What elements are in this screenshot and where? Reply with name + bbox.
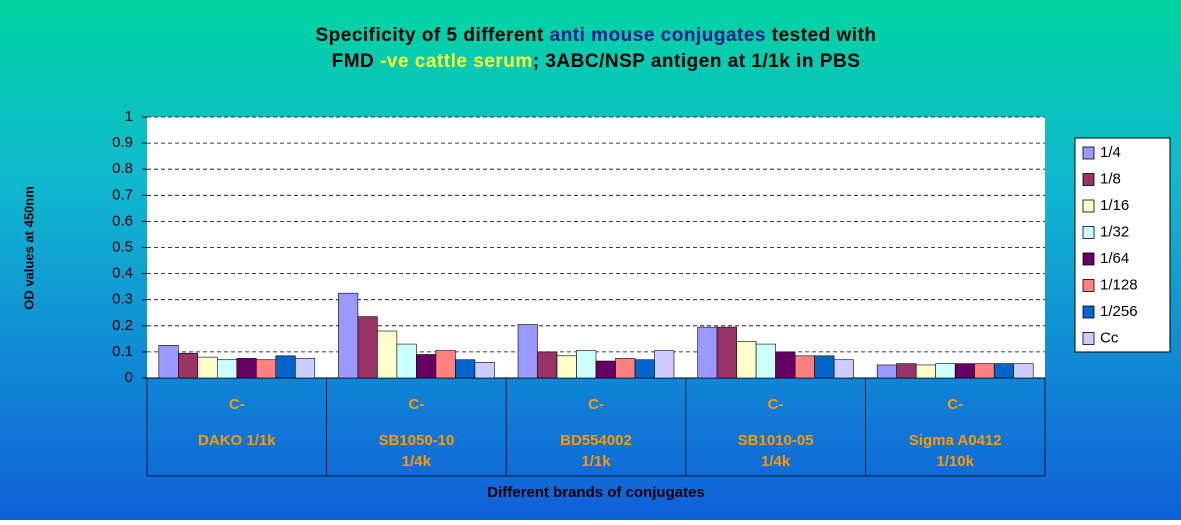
- bar: [197, 356, 218, 379]
- legend-label: Cc: [1100, 329, 1119, 346]
- bar: [775, 351, 796, 379]
- y-tick-label: 0.9: [112, 134, 133, 151]
- bar: [896, 363, 917, 379]
- legend-label: 1/16: [1100, 197, 1129, 214]
- y-tick-label: 0.2: [112, 317, 133, 334]
- bar: [275, 355, 296, 379]
- bar: [716, 326, 737, 379]
- bar: [255, 359, 277, 379]
- bar: [1013, 363, 1034, 379]
- bar: [416, 354, 437, 379]
- legend-label: 1/8: [1100, 170, 1121, 187]
- bar: [615, 358, 636, 379]
- title-part: tested with: [766, 25, 877, 46]
- x-tick-label: 1/4k: [761, 453, 791, 470]
- legend-label: 1/32: [1100, 223, 1129, 240]
- y-tick-label: 0.3: [112, 291, 133, 308]
- y-tick-label: 1: [125, 108, 133, 125]
- bar: [755, 343, 776, 379]
- bar: [876, 364, 898, 379]
- title-part: anti mouse conjugates: [550, 25, 766, 46]
- x-tick-label: 1/1k: [581, 453, 611, 470]
- bar: [814, 355, 835, 379]
- legend-swatch: [1082, 332, 1095, 345]
- x-tick-label: C-: [768, 396, 784, 413]
- bar: [537, 351, 558, 379]
- legend-swatch: [1082, 173, 1095, 186]
- y-tick-label: 0.7: [112, 186, 133, 203]
- x-tick-label: BD554002: [560, 432, 632, 449]
- y-tick-label: 0: [125, 369, 133, 386]
- legend-swatch: [1082, 252, 1095, 266]
- legend-label: 1/64: [1100, 250, 1129, 267]
- bar: [736, 341, 757, 379]
- bar: [158, 345, 179, 379]
- legend-swatch: [1082, 199, 1095, 213]
- title-part: Specificity of 5 different: [315, 25, 549, 46]
- x-tick-label: C-: [229, 396, 245, 413]
- y-tick-label: 0.8: [112, 160, 133, 177]
- bar: [697, 326, 718, 379]
- x-tick-label: C-: [408, 396, 424, 413]
- legend-label: 1/128: [1100, 276, 1138, 293]
- bar: [556, 355, 577, 379]
- y-tick-label: 0.1: [112, 343, 133, 360]
- bar: [794, 355, 815, 379]
- bar: [915, 364, 937, 379]
- bar: [634, 359, 655, 379]
- x-tick-label: DAKO 1/1k: [198, 432, 276, 449]
- bar: [954, 363, 976, 379]
- x-axis-label: Different brands of conjugates: [487, 484, 705, 501]
- x-tick-label: C-: [947, 396, 963, 413]
- legend-swatch: [1082, 279, 1095, 292]
- title-part: -ve cattle serum: [380, 51, 533, 72]
- x-tick-label: 1/4k: [402, 453, 432, 470]
- bar: [178, 352, 199, 379]
- bar: [474, 362, 495, 379]
- legend-swatch: [1082, 146, 1095, 160]
- legend-swatch: [1082, 305, 1095, 319]
- chart-title: FMD -ve cattle serum; 3ABC/NSP antigen a…: [332, 51, 861, 72]
- bar: [377, 330, 398, 379]
- y-tick-label: 0.4: [112, 265, 133, 282]
- bar: [974, 363, 995, 379]
- bar: [455, 359, 476, 379]
- x-tick-label: Sigma A0412: [909, 432, 1002, 449]
- chart-title: Specificity of 5 different anti mouse co…: [315, 25, 876, 46]
- bar: [833, 359, 854, 379]
- bar: [935, 363, 956, 379]
- x-tick-label: 1/10k: [936, 453, 974, 470]
- x-tick-label: C-: [588, 396, 604, 413]
- bar: [217, 359, 238, 379]
- y-tick-label: 0.6: [112, 212, 133, 229]
- legend-label: 1/4: [1100, 144, 1121, 161]
- bar: [294, 358, 316, 379]
- legend-label: 1/256: [1100, 303, 1138, 320]
- y-axis-label: OD values at 450nm: [21, 186, 36, 310]
- bar: [993, 363, 1015, 379]
- title-part: FMD: [332, 51, 380, 72]
- bar: [236, 358, 257, 379]
- bar: [517, 324, 538, 379]
- bar: [654, 350, 675, 379]
- x-tick-label: SB1050-10: [378, 432, 454, 449]
- bar: [595, 360, 616, 379]
- x-tick-label: SB1010-05: [738, 432, 814, 449]
- y-tick-label: 0.5: [112, 238, 133, 255]
- title-part: ; 3ABC/NSP antigen at 1/1k in PBS: [533, 51, 861, 72]
- bar: [435, 350, 456, 379]
- bar: [576, 350, 597, 379]
- bar: [396, 343, 417, 379]
- bar: [338, 292, 359, 379]
- legend-swatch: [1082, 226, 1095, 239]
- bar: [357, 316, 378, 379]
